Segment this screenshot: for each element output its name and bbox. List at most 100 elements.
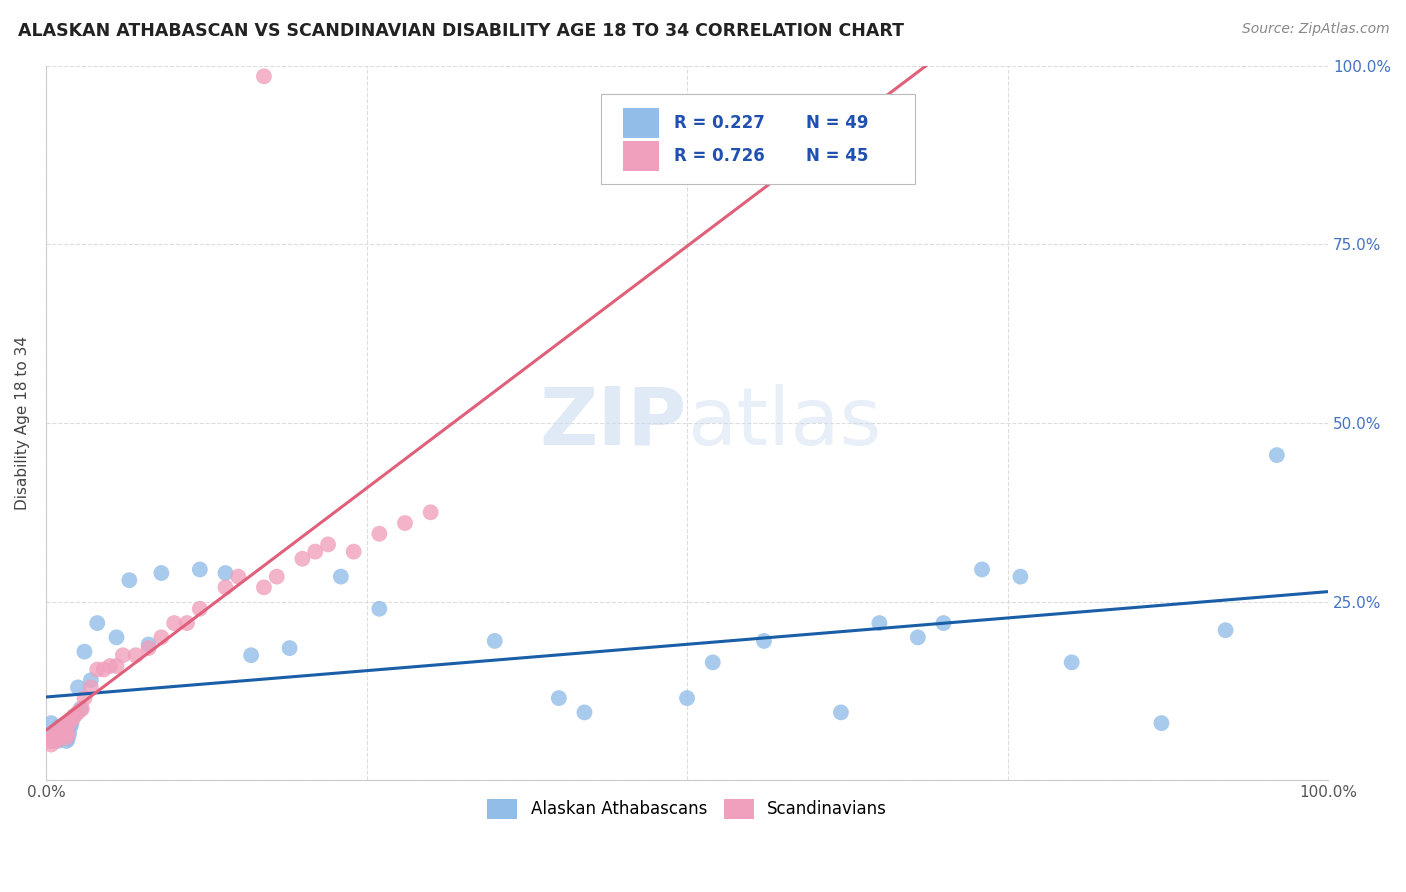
Point [51,731,73,746]
Point [63,709,86,723]
Point [41,734,63,748]
Text: R = 0.726: R = 0.726 [675,147,765,165]
Point [42,731,65,745]
Point [73,645,96,659]
Point [226,569,249,583]
Point [58,716,80,731]
Point [59,720,82,734]
Point [368,601,391,615]
Point [70,702,93,716]
Point [66,681,89,695]
Point [55,734,77,748]
Point [304,544,326,558]
Point [1265,448,1288,462]
Point [176,616,198,631]
Point [702,656,724,670]
Point [49,731,72,746]
Point [52,724,75,739]
Point [60,713,83,727]
Point [118,573,141,587]
Point [150,566,173,580]
Point [56,731,79,746]
Point [45,727,67,741]
Point [48,727,70,741]
Point [188,562,211,576]
Y-axis label: Disability Age 18 to 34: Disability Age 18 to 34 [15,336,30,510]
Point [73,691,96,706]
Point [39,738,62,752]
Point [98,659,121,673]
Point [676,691,699,706]
Point [44,734,66,748]
Point [1215,624,1237,638]
Point [343,544,366,558]
Point [80,673,103,688]
Point [105,631,128,645]
Point [41,731,63,746]
Point [86,616,108,631]
Point [38,734,60,748]
Point [125,648,148,663]
Text: N = 45: N = 45 [806,147,869,165]
Point [188,601,211,615]
Point [55,731,77,745]
Text: N = 49: N = 49 [806,114,869,132]
Point [60,716,83,731]
Point [278,641,301,656]
Text: ALASKAN ATHABASCAN VS SCANDINAVIAN DISABILITY AGE 18 TO 34 CORRELATION CHART: ALASKAN ATHABASCAN VS SCANDINAVIAN DISAB… [18,22,904,40]
Point [138,641,160,656]
Point [394,516,416,530]
Point [63,709,86,723]
Point [45,723,67,738]
Text: ZIP: ZIP [540,384,688,462]
Point [66,706,89,720]
Point [46,731,69,745]
Bar [623,108,659,137]
Point [266,569,288,583]
Point [44,731,66,745]
Point [42,727,65,741]
Point [240,648,263,663]
Point [58,727,80,741]
Point [52,729,75,743]
Point [1060,656,1083,670]
Point [1010,569,1032,583]
Point [86,663,108,677]
Point [932,616,955,631]
Bar [623,141,659,171]
Point [138,638,160,652]
FancyBboxPatch shape [602,95,915,184]
Text: R = 0.227: R = 0.227 [675,114,765,132]
Point [368,526,391,541]
Text: Source: ZipAtlas.com: Source: ZipAtlas.com [1241,22,1389,37]
Point [291,551,314,566]
Point [53,720,76,734]
Legend: Alaskan Athabascans, Scandinavians: Alaskan Athabascans, Scandinavians [481,792,894,826]
Point [484,634,506,648]
Point [56,727,79,741]
Point [253,70,276,84]
Point [547,691,569,706]
Point [316,537,339,551]
Point [329,569,352,583]
Point [163,616,186,631]
Point [253,580,276,594]
Point [52,724,75,739]
Point [214,566,236,580]
Point [574,706,596,720]
Point [80,681,103,695]
Point [93,663,115,677]
Text: atlas: atlas [688,384,882,462]
Point [419,505,441,519]
Point [868,616,890,631]
Point [150,631,173,645]
Point [49,727,72,741]
Point [907,631,929,645]
Point [830,706,852,720]
Point [52,731,75,745]
Point [53,722,76,736]
Point [1150,716,1173,731]
Point [970,562,993,576]
Point [48,720,70,734]
Point [752,634,775,648]
